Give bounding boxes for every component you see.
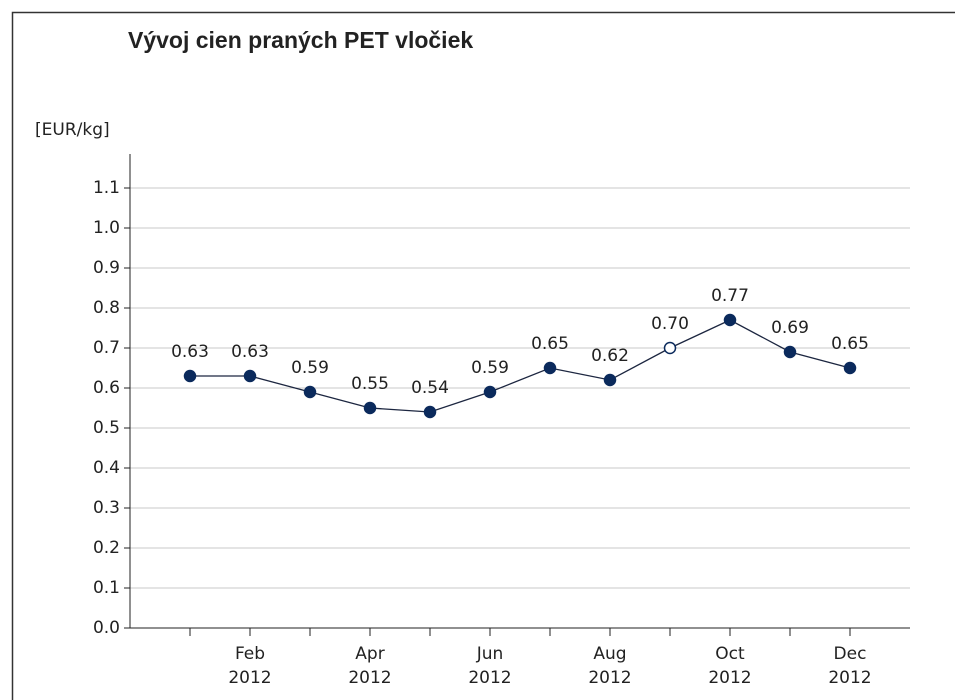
point (663, 341, 677, 355)
y-tick-label: 0.8 (93, 298, 120, 318)
data-label: 0.54 (411, 378, 449, 398)
point (543, 361, 557, 375)
point (723, 313, 737, 327)
x-tick-label: Aug 2012 (588, 644, 632, 688)
y-tick-label: 0.1 (93, 578, 120, 598)
chart-title: Vývoj cien praných PET vločiek (128, 27, 473, 53)
y-tick-label: 0.2 (93, 538, 120, 558)
point (303, 385, 317, 399)
data-label: 0.65 (531, 334, 569, 354)
y-tick-label: 0.7 (93, 338, 120, 358)
y-tick-label: 0.6 (93, 378, 120, 398)
y-tick-label: 1.0 (93, 218, 120, 238)
data-label: 0.70 (651, 314, 689, 334)
x-tick-label: Jun 2012 (468, 644, 512, 688)
point (843, 361, 857, 375)
data-label: 0.63 (231, 342, 269, 362)
point (783, 345, 797, 359)
y-tick-label: 0.5 (93, 418, 120, 438)
y-tick-label: 0.0 (93, 618, 120, 638)
point (423, 405, 437, 419)
line (190, 319, 851, 413)
x-tick-label: Apr 2012 (348, 644, 392, 688)
y-tick-label: 0.3 (93, 498, 120, 518)
x-tick-label: Oct 2012 (708, 644, 752, 688)
point (183, 369, 197, 383)
data-label: 0.59 (291, 358, 329, 378)
y-axis-label: [EUR/kg] (35, 120, 110, 140)
x-tick-label: Feb 2012 (228, 644, 272, 688)
data-label: 0.59 (471, 358, 509, 378)
point (243, 369, 257, 383)
data-label: 0.65 (831, 334, 869, 354)
y-tick-label: 0.9 (93, 258, 120, 278)
data-label: 0.62 (591, 346, 629, 366)
y-tick-label: 0.4 (93, 458, 120, 478)
data-label: 0.77 (711, 286, 749, 306)
frame (11, 11, 955, 700)
data-label: 0.63 (171, 342, 209, 362)
data-label: 0.69 (771, 318, 809, 338)
point (483, 385, 497, 399)
y-tick-label: 1.1 (93, 178, 120, 198)
data-label: 0.55 (351, 374, 389, 394)
point (603, 373, 617, 387)
x-tick-label: Dec 2012 (828, 644, 872, 688)
point (363, 401, 377, 415)
